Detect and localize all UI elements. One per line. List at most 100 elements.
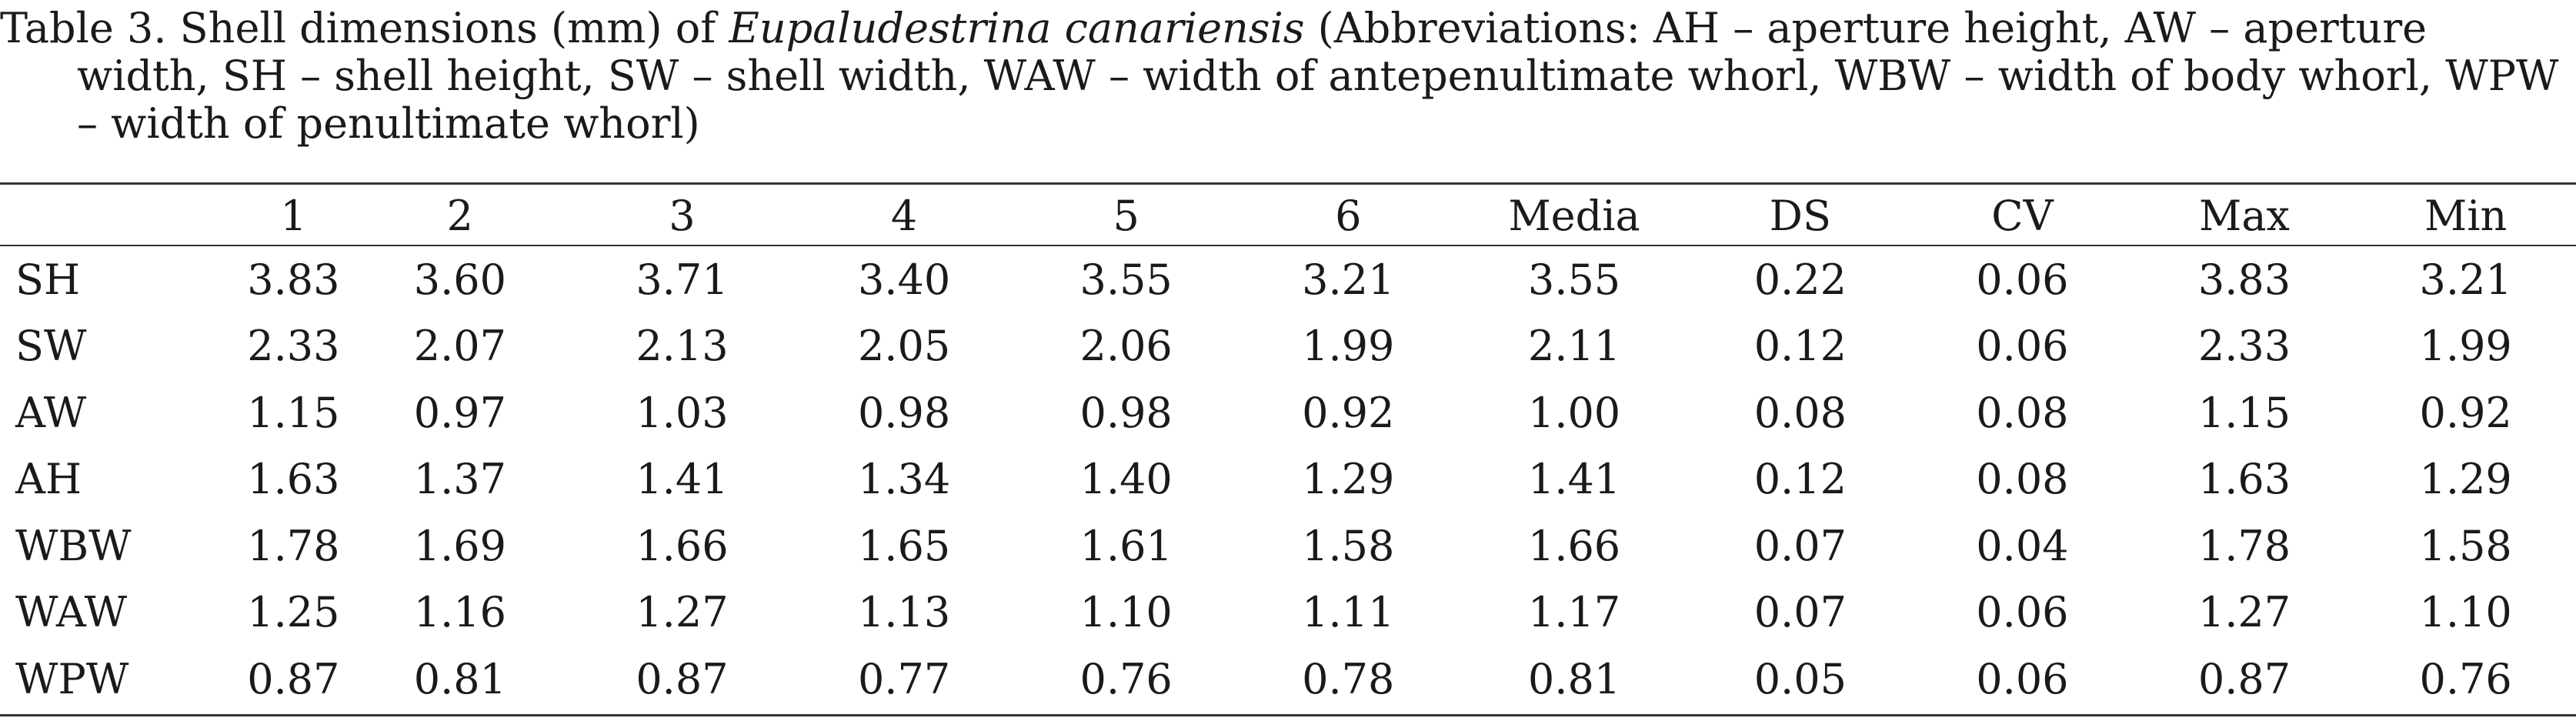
table-cell: 1.69	[413, 521, 506, 570]
table-cell: 1.25	[247, 588, 340, 637]
table-cell: 1.27	[2197, 588, 2291, 637]
table-cell: 0.98	[857, 388, 951, 437]
table-cell: 1.40	[1079, 455, 1173, 504]
column-header: DS	[1769, 191, 1831, 240]
caption-suffix: (Abbreviations: AH – aperture height, AW…	[77, 4, 2559, 148]
table-cell: 1.15	[2197, 388, 2291, 437]
table-cell: 1.17	[1527, 588, 1621, 637]
table-cell: 1.10	[1079, 588, 1173, 637]
table-cell: 2.05	[857, 322, 951, 371]
table-cell: 0.08	[1753, 388, 1847, 437]
table-cell: 0.81	[1527, 654, 1621, 703]
table-cell: 2.11	[1527, 322, 1621, 371]
table-row: WAW 1.25 1.16 1.27 1.13 1.10 1.11 1.17 0.07 0.06 1…	[0, 579, 2576, 646]
table-cell: 2.13	[636, 322, 729, 371]
table-top-rule	[0, 182, 2576, 185]
table-cell: 1.99	[2419, 322, 2512, 371]
table-cell: 0.04	[1976, 521, 2069, 570]
table-row: WBW 1.78 1.69 1.66 1.65 1.61 1.58 1.66 0.07 0.04 1…	[0, 513, 2576, 579]
column-header: 3	[669, 191, 696, 240]
column-header: 6	[1335, 191, 1362, 240]
table-cell: 3.21	[1302, 255, 1395, 304]
table-cell: 0.07	[1753, 588, 1847, 637]
table-cell: 0.87	[247, 654, 340, 703]
table-cell: 0.77	[857, 654, 951, 703]
table-cell: 1.10	[2419, 588, 2512, 637]
table-row: AH 1.63 1.37 1.41 1.34 1.40 1.29 1.41 0.12 0.08 1.…	[0, 446, 2576, 513]
table-cell: 1.41	[1527, 455, 1621, 504]
column-header: 5	[1113, 191, 1140, 240]
table-cell: 3.83	[247, 255, 340, 304]
table-cell: 2.33	[2197, 322, 2291, 371]
table-cell: 2.07	[413, 322, 506, 371]
table-header-rule	[0, 245, 2576, 246]
row-label: AH	[15, 455, 82, 504]
table-cell: 1.78	[2197, 521, 2291, 570]
table-cell: 1.11	[1302, 588, 1395, 637]
table-cell: 1.63	[247, 455, 340, 504]
row-label: WPW	[15, 654, 129, 703]
table-cell: 0.87	[2197, 654, 2291, 703]
table-row: SW 2.33 2.07 2.13 2.05 2.06 1.99 2.11 0.12 0.06 2.…	[0, 313, 2576, 380]
table-cell: 2.33	[247, 322, 340, 371]
column-header: 2	[446, 191, 474, 240]
table-cell: 0.08	[1976, 455, 2069, 504]
table-row: AW 1.15 0.97 1.03 0.98 0.98 0.92 1.00 0.08 0.08 1.…	[0, 379, 2576, 446]
table-cell: 3.21	[2419, 255, 2512, 304]
table-cell: 1.61	[1079, 521, 1173, 570]
caption-species: Eupaludestrina canariensis	[729, 4, 1305, 52]
table-cell: 3.71	[636, 255, 729, 304]
table-cell: 0.06	[1976, 588, 2069, 637]
column-header: CV	[1991, 191, 2054, 240]
table-cell: 1.13	[857, 588, 951, 637]
table-cell: 0.87	[636, 654, 729, 703]
column-header: 4	[890, 191, 918, 240]
table-cell: 0.22	[1753, 255, 1847, 304]
table-cell: 0.06	[1976, 255, 2069, 304]
table-cell: 0.12	[1753, 322, 1847, 371]
table-cell: 3.40	[857, 255, 951, 304]
table-cell: 3.60	[413, 255, 506, 304]
column-header: 1	[280, 191, 307, 240]
row-label: AW	[15, 388, 87, 437]
table-cell: 0.92	[2419, 388, 2512, 437]
table-cell: 1.29	[2419, 455, 2512, 504]
column-header: Min	[2424, 191, 2508, 240]
column-header: Max	[2199, 191, 2290, 240]
table-cell: 1.15	[247, 388, 340, 437]
row-label: SH	[15, 255, 81, 304]
table-cell: 0.98	[1079, 388, 1173, 437]
shell-dimensions-table: 1 2 3 4 5 6 Media DS CV Max Min SH 3.83 3.60 3.71 3.40…	[0, 185, 2576, 713]
table-bottom-rule	[0, 714, 2576, 716]
row-label: WBW	[15, 521, 132, 570]
table-cell: 1.34	[857, 455, 951, 504]
table-cell: 1.66	[636, 521, 729, 570]
table-body: SH 3.83 3.60 3.71 3.40 3.55 3.21 3.55 0.22 0.06 3.…	[0, 246, 2576, 713]
table-cell: 0.05	[1753, 654, 1847, 703]
table-cell: 1.03	[636, 388, 729, 437]
table-cell: 1.58	[1302, 521, 1395, 570]
row-label: SW	[15, 322, 87, 371]
caption-prefix: Table 3. Shell dimensions (mm) of	[0, 4, 729, 52]
table-cell: 0.06	[1976, 322, 2069, 371]
table-cell: 1.41	[636, 455, 729, 504]
table-row: SH 3.83 3.60 3.71 3.40 3.55 3.21 3.55 0.22 0.06 3.…	[0, 246, 2576, 313]
table-cell: 3.55	[1079, 255, 1173, 304]
table-cell: 0.12	[1753, 455, 1847, 504]
table-cell: 1.99	[1302, 322, 1395, 371]
table-cell: 1.37	[413, 455, 506, 504]
table-cell: 1.16	[413, 588, 506, 637]
table-cell: 0.06	[1976, 654, 2069, 703]
table-row: WPW 0.87 0.81 0.87 0.77 0.76 0.78 0.81 0.05 0.06 0…	[0, 646, 2576, 713]
table-cell: 3.55	[1527, 255, 1621, 304]
table-cell: 2.06	[1079, 322, 1173, 371]
table-cell: 1.66	[1527, 521, 1621, 570]
column-header: Media	[1508, 191, 1640, 240]
table-header-row: 1 2 3 4 5 6 Media DS CV Max Min	[0, 185, 2576, 246]
table-cell: 3.83	[2197, 255, 2291, 304]
table-caption: Table 3. Shell dimensions (mm) of Eupalu…	[0, 5, 2570, 148]
table-cell: 0.97	[413, 388, 506, 437]
table-cell: 1.65	[857, 521, 951, 570]
row-label: WAW	[15, 588, 128, 637]
table-cell: 1.00	[1527, 388, 1621, 437]
